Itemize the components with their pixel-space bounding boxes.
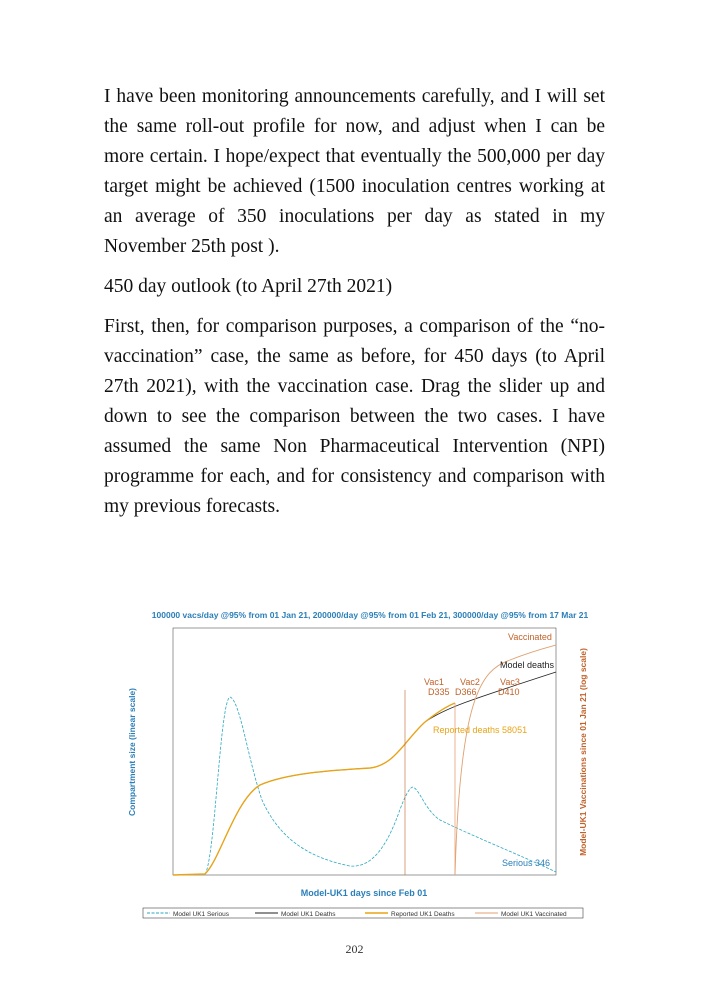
annotation: D410: [498, 687, 520, 697]
legend-entry: Model UK1 Deaths: [281, 911, 336, 918]
page-number: 202: [345, 942, 364, 956]
model-deaths-curve: [172, 671, 557, 876]
annotation: Model deaths: [500, 660, 555, 670]
annotation: Vac1: [424, 677, 444, 687]
figure-title: 100000 vacs/day @95% from 01 Jan 21, 200…: [152, 610, 589, 620]
annotation: Reported deaths 58051: [433, 725, 527, 735]
x-label: Model-UK1 days since Feb 01: [301, 888, 428, 898]
paragraph: First, then, for comparison purposes, a …: [104, 316, 605, 517]
vaccinated-curve: [454, 644, 557, 876]
annotation: Vac3: [500, 677, 520, 687]
plot-frame: [172, 627, 557, 876]
legend-entry: Model UK1 Serious: [173, 911, 230, 918]
annotation: Serious 346: [502, 858, 550, 868]
paragraph: I have been monitoring announcements car…: [104, 86, 605, 257]
y-label: Compartment size (linear scale): [127, 688, 137, 816]
serious-curve: [172, 696, 557, 876]
annotation: Vac2: [460, 677, 480, 687]
legend-entry: Model UK1 Vaccinated: [501, 911, 567, 918]
heading: 450 day outlook (to April 27th 2021): [104, 276, 393, 297]
annotation: D366: [455, 687, 477, 697]
y2-label: Model-UK1 Vaccinations since 01 Jan 21 (…: [578, 648, 588, 856]
reported-deaths-curve: [172, 702, 456, 876]
body-text: I have been monitoring announcements car…: [104, 82, 605, 532]
annotation: Vaccinated: [508, 632, 552, 642]
legend-box: [142, 907, 584, 919]
annotation: D335: [428, 687, 450, 697]
legend-entry: Reported UK1 Deaths: [391, 911, 455, 918]
